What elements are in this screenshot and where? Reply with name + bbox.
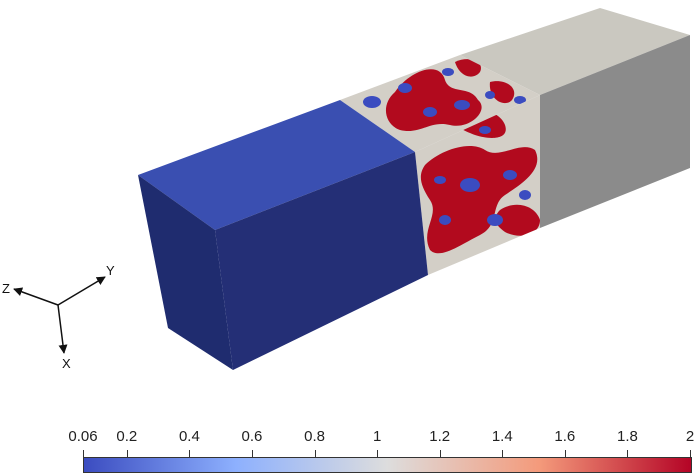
colorbar-tick-mark: [565, 450, 566, 458]
colorbar-tick-marks: [0, 450, 700, 458]
colorbar-tick-label: 1.8: [616, 428, 638, 445]
colorbar-tick-mark: [502, 450, 503, 458]
colorbar-tick-mark: [440, 450, 441, 458]
colorbar-legend: 0.06 0.2 0.4 0.6 0.8 1 1.2 1.4 1.6 1.8 2: [0, 418, 700, 476]
colorbar-tick-mark: [189, 450, 190, 458]
colorbar-tick-label: 1.4: [491, 428, 513, 445]
colorbar-gradient: [83, 457, 692, 473]
colorbar-tick-mark: [83, 450, 84, 458]
colorbar-tick-label: 2: [685, 428, 695, 445]
orientation-axes: Y Z X: [2, 263, 115, 371]
blue-section-left: [138, 175, 233, 370]
blue-section-front: [215, 152, 428, 370]
colorbar-tick-label: 0.06: [68, 428, 98, 445]
axis-x-label: X: [62, 356, 71, 371]
colorbar-tick-mark: [690, 450, 691, 458]
gray-section-side: [540, 35, 690, 228]
axis-z-label: Z: [2, 281, 10, 296]
colorbar-tick-mark: [377, 450, 378, 458]
axis-y-label: Y: [106, 263, 115, 278]
colorbar-tick-label: 0.2: [116, 428, 138, 445]
colorbar-tick-labels: 0.06 0.2 0.4 0.6 0.8 1 1.2 1.4 1.6 1.8 2: [0, 428, 700, 448]
gray-section-top: [460, 8, 690, 95]
colorbar-tick-label: 0.6: [241, 428, 263, 445]
colorbar-tick-mark: [252, 450, 253, 458]
colorbar-tick-label: 0.8: [304, 428, 325, 445]
3d-scene[interactable]: [0, 0, 700, 400]
colorbar-tick-label: 1: [372, 428, 382, 445]
colorbar-tick-mark: [627, 450, 628, 458]
colorbar-tick-mark: [127, 450, 128, 458]
blue-section-top: [138, 100, 415, 230]
colorbar-tick-label: 1.2: [429, 428, 451, 445]
colorbar-tick-mark: [315, 450, 316, 458]
colorbar-tick-label: 0.4: [178, 428, 200, 445]
colorbar-tick-label: 1.6: [554, 428, 576, 445]
